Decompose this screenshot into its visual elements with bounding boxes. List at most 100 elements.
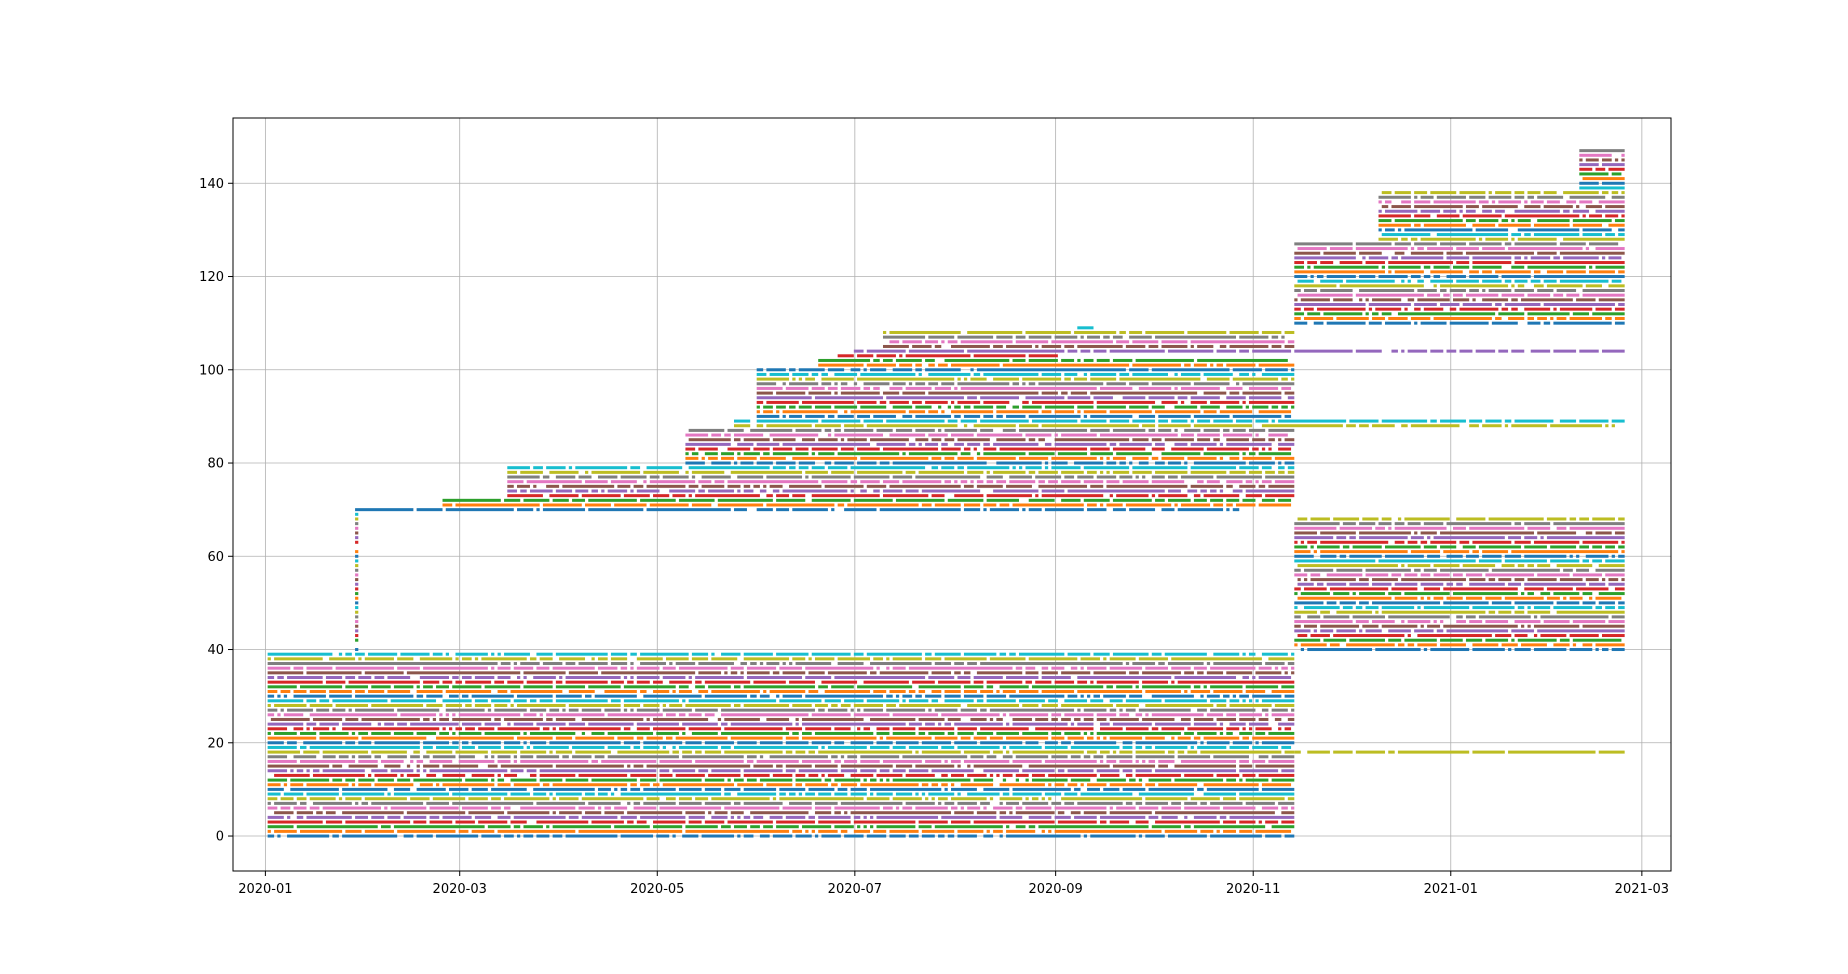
point-run	[1284, 344, 1295, 348]
point-run	[1087, 787, 1100, 791]
point-run	[1106, 382, 1126, 386]
point-run	[1190, 484, 1224, 488]
point-run	[1239, 694, 1249, 698]
point-run	[423, 717, 430, 721]
point-run	[938, 797, 948, 801]
point-run	[1514, 289, 1534, 293]
point-run	[1310, 634, 1330, 638]
point-run	[1284, 694, 1295, 698]
point-run	[763, 405, 773, 409]
point-run	[944, 722, 951, 726]
point-run	[908, 410, 926, 414]
point-run	[578, 475, 592, 479]
point-run	[1083, 414, 1088, 418]
point-run	[578, 773, 628, 777]
point-run	[892, 731, 916, 735]
series-124	[1294, 256, 1622, 260]
point-run	[1019, 428, 1088, 432]
point-run	[821, 382, 832, 386]
point-run	[1621, 540, 1625, 544]
series-87	[688, 428, 1295, 432]
point-run	[776, 410, 780, 414]
point-run	[546, 484, 560, 488]
point-run	[536, 508, 540, 512]
series-5	[274, 811, 1295, 815]
point-run	[578, 806, 595, 810]
point-run	[814, 396, 883, 400]
point-run	[607, 731, 654, 735]
series-97	[756, 382, 1295, 386]
point-run	[1064, 713, 1094, 717]
point-run	[986, 680, 1023, 684]
point-run	[759, 694, 770, 698]
point-run	[1116, 452, 1152, 456]
point-run	[1381, 610, 1486, 614]
point-run	[1129, 778, 1136, 782]
point-run	[426, 694, 443, 698]
point-run	[1291, 405, 1295, 409]
point-run	[1378, 219, 1392, 223]
point-run	[1193, 494, 1201, 498]
point-run	[552, 834, 563, 838]
point-run	[1064, 792, 1078, 796]
point-run	[1226, 405, 1243, 409]
point-run	[756, 414, 780, 418]
point-run	[1203, 736, 1240, 740]
point-run	[708, 456, 718, 460]
point-run	[581, 797, 644, 801]
point-run	[925, 358, 935, 362]
point-run	[1478, 200, 1489, 204]
point-run	[1193, 825, 1266, 829]
point-run	[1514, 578, 1525, 582]
series-131	[1378, 223, 1625, 227]
point-run	[1193, 815, 1217, 819]
point-run	[1543, 205, 1573, 209]
point-run	[267, 792, 281, 796]
point-run	[623, 727, 631, 731]
point-run	[436, 783, 440, 787]
point-run	[704, 680, 751, 684]
point-run	[332, 708, 346, 712]
point-run	[455, 503, 540, 507]
point-run	[1592, 517, 1615, 521]
point-run	[1579, 167, 1593, 171]
point-run	[1576, 298, 1596, 302]
series-2	[267, 825, 1295, 829]
point-run	[776, 391, 806, 395]
point-run	[390, 699, 437, 703]
point-run	[711, 461, 731, 465]
point-run	[678, 801, 702, 805]
series-62	[1294, 545, 1625, 549]
point-run	[1012, 503, 1084, 507]
point-run	[1044, 508, 1084, 512]
point-run	[1265, 475, 1295, 479]
point-run	[986, 470, 990, 474]
point-run	[1521, 298, 1573, 302]
point-run	[1375, 648, 1421, 652]
point-run	[1200, 741, 1204, 745]
point-run	[879, 400, 887, 404]
point-run	[1028, 414, 1081, 418]
series-65	[355, 531, 359, 535]
point-run	[1248, 400, 1295, 404]
point-run	[737, 783, 764, 787]
series-48	[355, 610, 359, 614]
point-run	[1119, 750, 1133, 754]
point-run	[1618, 545, 1625, 549]
point-run	[1125, 699, 1162, 703]
point-run	[685, 811, 705, 815]
point-run	[873, 829, 887, 833]
point-run	[478, 820, 508, 824]
point-run	[491, 699, 511, 703]
series-49	[355, 606, 359, 610]
point-run	[1232, 508, 1240, 512]
point-run	[1378, 228, 1382, 232]
point-run	[585, 792, 595, 796]
point-run	[1423, 275, 1431, 279]
point-run	[957, 727, 977, 731]
point-run	[552, 783, 628, 787]
point-run	[938, 363, 948, 367]
point-run	[769, 815, 783, 819]
point-run	[850, 741, 874, 745]
point-run	[355, 694, 414, 698]
